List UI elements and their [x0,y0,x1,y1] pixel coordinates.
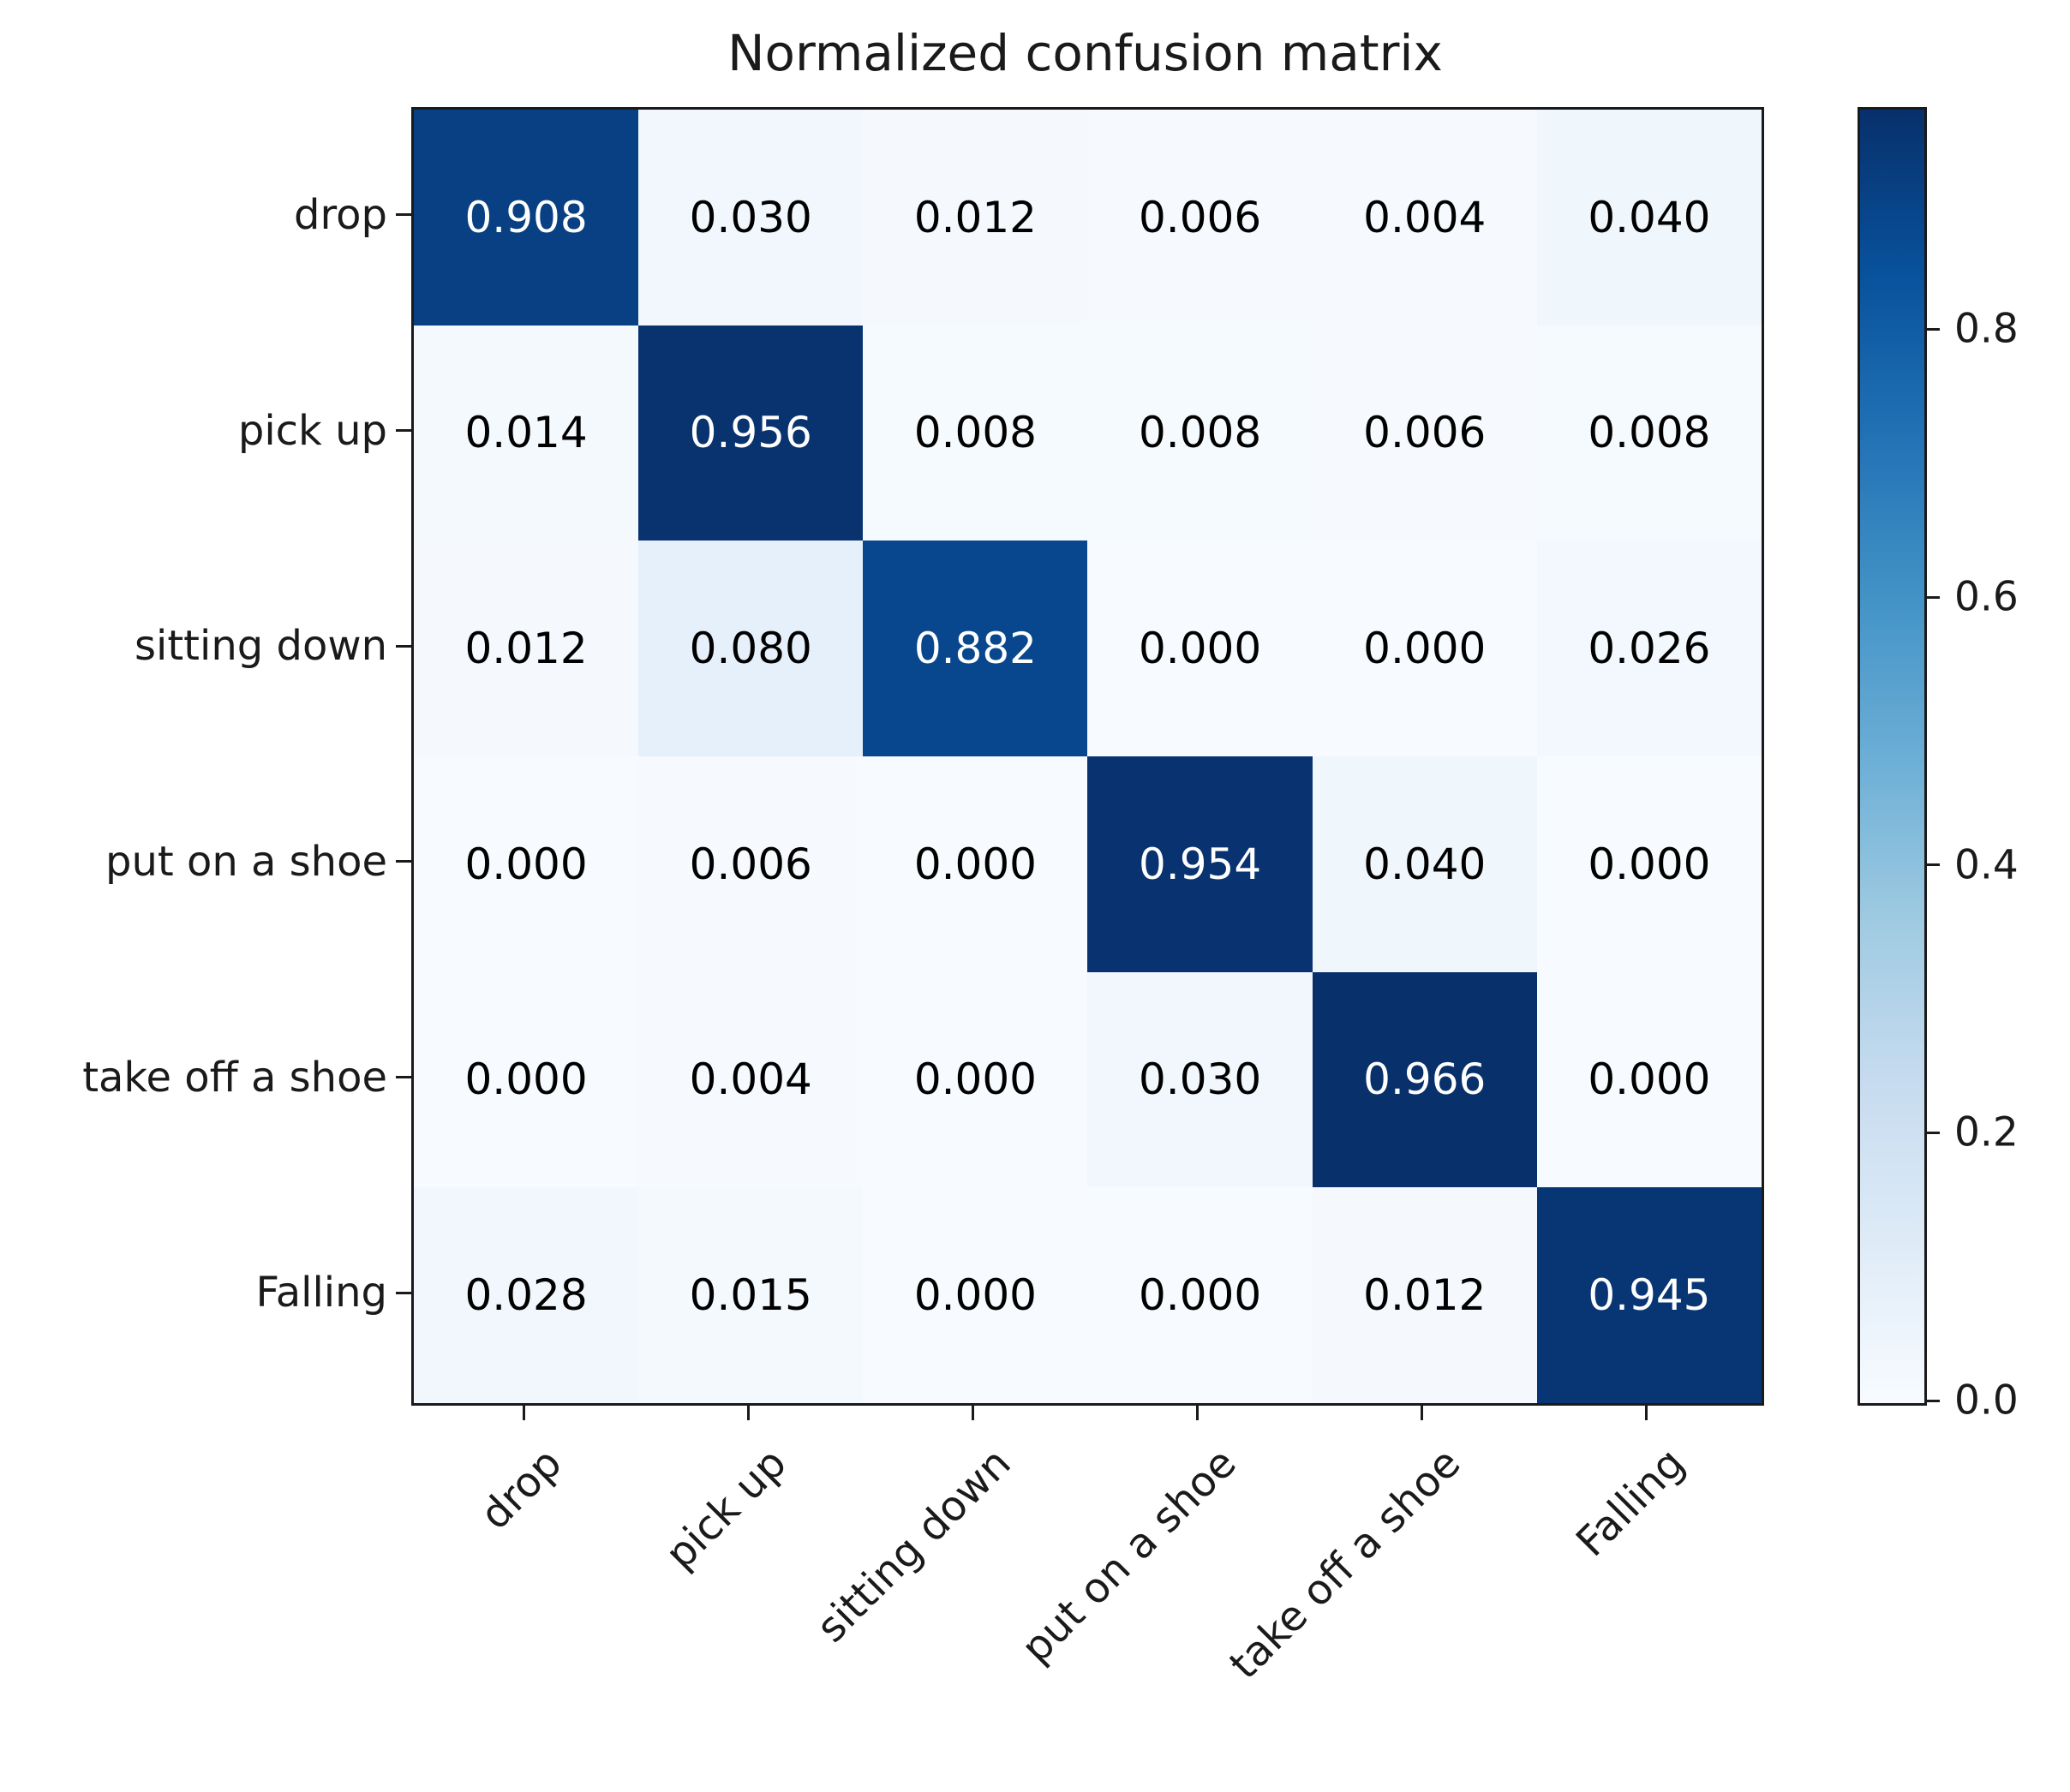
cell-pick-up-vs-pick-up: 0.956 [638,325,864,541]
ytick-label-pick-up: pick up [237,406,387,455]
x-tick-mark [1645,1403,1648,1420]
cell-drop-vs-take-off-a-shoe: 0.004 [1312,110,1537,326]
cell-sitting-down-vs-falling: 0.026 [1536,541,1762,756]
ytick-label-falling: Falling [255,1269,387,1317]
xtick-label-take-off-a-shoe: take off a shoe [1220,1439,1470,1689]
x-tick-mark [522,1403,525,1420]
ytick-label-take-off-a-shoe: take off a shoe [82,1053,387,1102]
cell-sitting-down-vs-put-on-a-shoe: 0.000 [1087,541,1313,756]
x-tick-mark [1196,1403,1200,1420]
cell-falling-vs-falling: 0.945 [1536,1187,1762,1403]
colorbar-tick-label-0-2: 0.2 [1954,1108,2019,1156]
cell-put-on-a-shoe-vs-put-on-a-shoe: 0.954 [1087,756,1313,972]
xtick-label-sitting-down: sitting down [807,1439,1021,1652]
cell-falling-vs-pick-up: 0.015 [638,1187,864,1403]
colorbar-tick-mark [1924,595,1940,599]
cell-drop-vs-sitting-down: 0.012 [863,110,1088,326]
cell-take-off-a-shoe-vs-pick-up: 0.004 [638,971,864,1188]
colorbar-tick-mark [1924,1131,1940,1134]
ytick-label-put-on-a-shoe: put on a shoe [105,837,387,886]
cell-sitting-down-vs-take-off-a-shoe: 0.000 [1312,541,1537,756]
cell-take-off-a-shoe-vs-put-on-a-shoe: 0.030 [1087,971,1313,1188]
colorbar-tick-mark [1924,327,1940,331]
xtick-label-put-on-a-shoe: put on a shoe [1011,1439,1246,1673]
cell-sitting-down-vs-pick-up: 0.080 [638,541,864,756]
ytick-label-drop: drop [294,190,387,239]
colorbar-tick-mark [1924,863,1940,867]
cell-pick-up-vs-take-off-a-shoe: 0.006 [1312,325,1537,541]
colorbar-tick-label-0-0: 0.0 [1954,1377,2019,1425]
x-tick-mark [1421,1403,1424,1420]
xtick-label-pick-up: pick up [656,1439,796,1579]
ytick-label-sitting-down: sitting down [135,622,387,671]
cell-put-on-a-shoe-vs-falling: 0.000 [1536,756,1762,972]
cell-take-off-a-shoe-vs-drop: 0.000 [414,971,639,1188]
cell-sitting-down-vs-drop: 0.012 [414,541,639,756]
y-tick-mark [396,860,411,863]
chart-title: Normalized confusion matrix [727,24,1443,82]
colorbar-tick-label-0-6: 0.6 [1954,573,2019,621]
cell-pick-up-vs-falling: 0.008 [1536,325,1762,541]
cell-falling-vs-drop: 0.028 [414,1187,639,1403]
cell-drop-vs-put-on-a-shoe: 0.006 [1087,110,1313,326]
colorbar-tick-mark [1924,1399,1940,1402]
xtick-label-falling: Falling [1567,1439,1695,1567]
cell-put-on-a-shoe-vs-drop: 0.000 [414,756,639,972]
cell-drop-vs-drop: 0.908 [414,110,639,326]
cell-put-on-a-shoe-vs-take-off-a-shoe: 0.040 [1312,756,1537,972]
cell-pick-up-vs-drop: 0.014 [414,325,639,541]
matrix-grid: 0.908 0.030 0.012 0.006 0.004 0.040 0.014 0.956… [411,107,1764,1406]
cell-falling-vs-put-on-a-shoe: 0.000 [1087,1187,1313,1403]
y-tick-mark [396,644,411,648]
cell-take-off-a-shoe-vs-sitting-down: 0.000 [863,971,1088,1188]
cell-falling-vs-sitting-down: 0.000 [863,1187,1088,1403]
cell-take-off-a-shoe-vs-take-off-a-shoe: 0.966 [1312,971,1537,1188]
cell-pick-up-vs-sitting-down: 0.008 [863,325,1088,541]
cell-falling-vs-take-off-a-shoe: 0.012 [1312,1187,1537,1403]
y-tick-mark [396,213,411,217]
cell-put-on-a-shoe-vs-pick-up: 0.006 [638,756,864,972]
cell-sitting-down-vs-sitting-down: 0.882 [863,541,1088,756]
colorbar-tick-label-0-4: 0.4 [1954,841,2019,889]
colorbar-tick-label-0-8: 0.8 [1954,305,2019,353]
cell-put-on-a-shoe-vs-sitting-down: 0.000 [863,756,1088,972]
x-tick-mark [746,1403,750,1420]
cell-take-off-a-shoe-vs-falling: 0.000 [1536,971,1762,1188]
cell-pick-up-vs-put-on-a-shoe: 0.008 [1087,325,1313,541]
cell-drop-vs-falling: 0.040 [1536,110,1762,326]
x-tick-mark [971,1403,974,1420]
colorbar [1858,107,1927,1406]
y-tick-mark [396,1076,411,1078]
y-tick-mark [396,1291,411,1294]
cell-drop-vs-pick-up: 0.030 [638,110,864,326]
y-tick-mark [396,429,411,432]
xtick-label-drop: drop [471,1439,571,1539]
